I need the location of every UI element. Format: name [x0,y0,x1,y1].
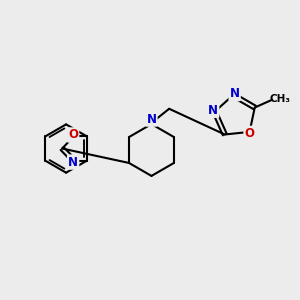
Text: N: N [68,156,78,169]
Text: CH₃: CH₃ [270,94,291,104]
Text: N: N [230,87,240,100]
Text: O: O [68,128,78,142]
Text: N: N [208,104,218,117]
Text: O: O [244,127,255,140]
Text: N: N [146,112,157,126]
